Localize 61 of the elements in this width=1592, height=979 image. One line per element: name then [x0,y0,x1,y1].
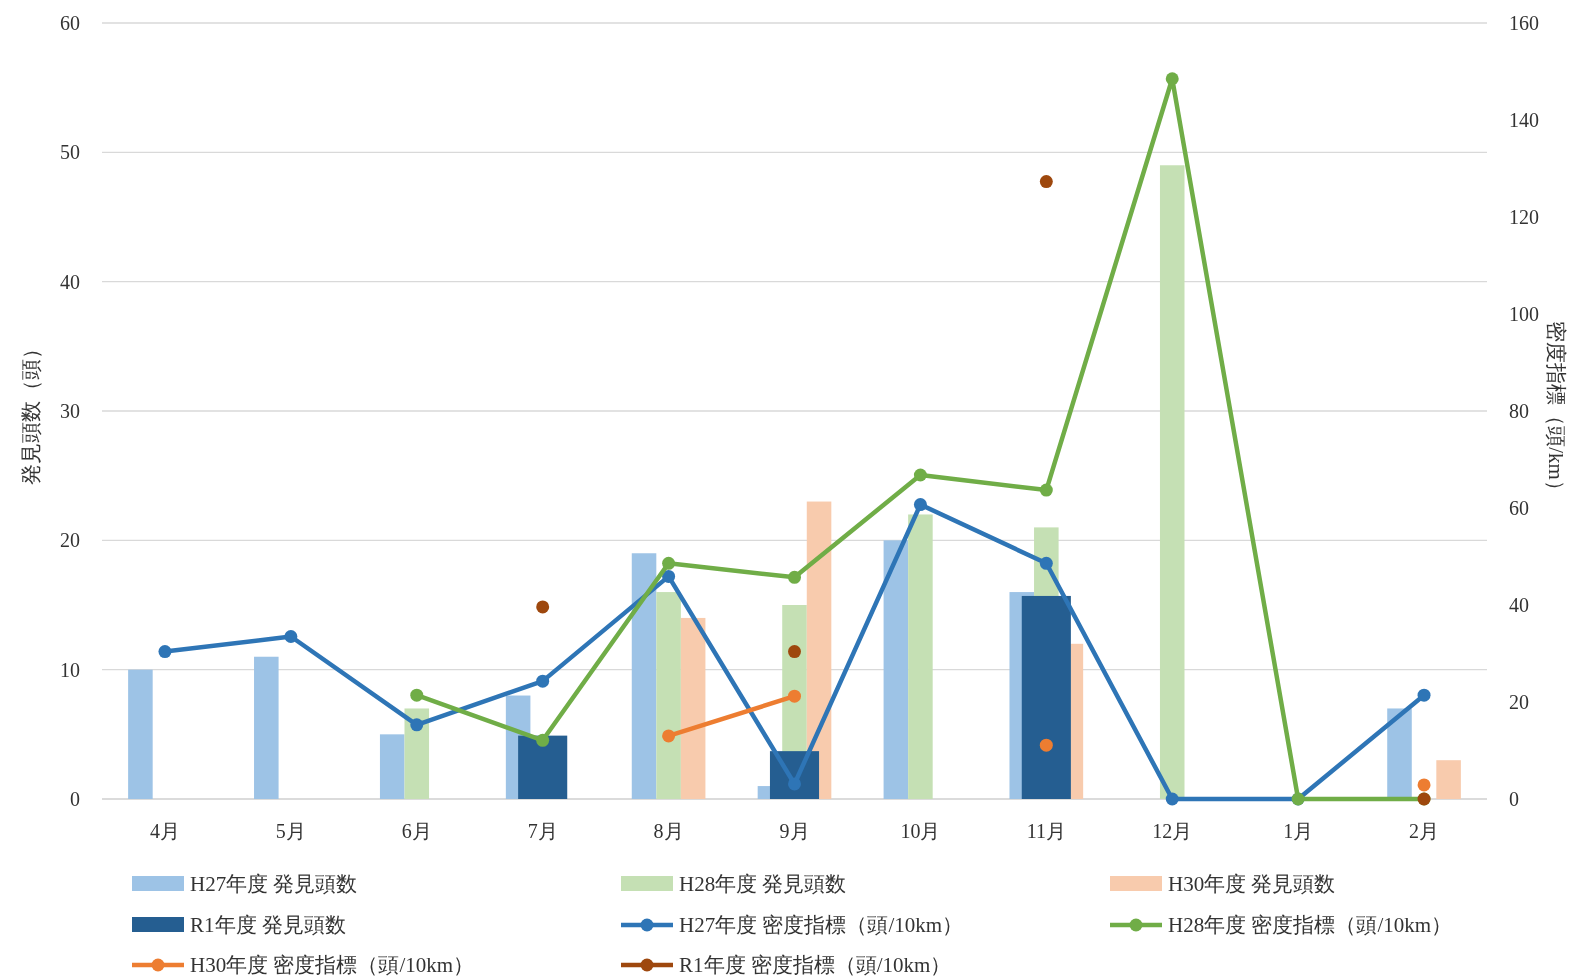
legend-label: H27年度 発見頭数 [190,872,358,896]
point [1039,175,1053,189]
point [1417,688,1431,702]
y2-tick-label: 40 [1509,594,1529,616]
x-tick-label: 11月 [1026,820,1066,842]
x-tick-label: 1月 [1283,820,1314,842]
point [788,570,801,584]
x-tick-label: 10月 [900,820,941,842]
point [284,630,298,644]
legend-label: H28年度 密度指標（頭/10km） [1168,913,1453,937]
point [1165,72,1179,86]
point [788,645,801,659]
point [1165,792,1179,806]
legend-label: R1年度 発見頭数 [190,913,346,937]
point [662,556,676,570]
x-tick-label: 7月 [527,820,558,842]
y2-tick-label: 160 [1509,12,1539,34]
y2-tick-label: 140 [1509,109,1539,131]
x-tick-label: 9月 [779,820,810,842]
x-tick-label: 5月 [275,820,306,842]
x-tick-label: 12月 [1152,820,1193,842]
point [536,600,550,614]
x-tick-label: 2月 [1409,820,1440,842]
y-tick-label: 30 [60,400,80,422]
y2-tick-label: 100 [1509,303,1539,325]
point [410,718,424,732]
point [1417,778,1431,792]
point [1039,483,1053,497]
y2-tick-label: 20 [1509,691,1529,713]
y-tick-label: 10 [60,658,80,681]
point [788,689,801,703]
point [662,729,676,743]
point [913,498,927,512]
y2-tick-label: 80 [1509,400,1529,422]
legend-label: H28年度 発見頭数 [679,872,847,896]
point [1039,738,1053,752]
y-axis-title: 発見頭数（頭） [19,337,43,485]
y-tick-label: 40 [60,270,80,293]
x-tick-label: 4月 [149,820,180,842]
legend-label: H27年度 密度指標（頭/10km） [679,913,964,937]
y-tick-label: 0 [70,788,80,810]
y2-tick-label: 60 [1509,497,1529,519]
y2-axis-title: 密度指標（頭/km） [1544,321,1568,501]
point [662,569,676,583]
y-tick-label: 20 [60,529,80,552]
x-tick-label: 6月 [401,820,432,842]
y2-tick-label: 0 [1509,788,1519,810]
y-tick-label: 60 [60,12,80,34]
point [536,674,550,688]
y-tick-label: 50 [60,141,80,164]
point [1039,556,1053,570]
point [913,468,927,482]
point [158,645,172,659]
legend-label: R1年度 密度指標（頭/10km） [679,953,952,977]
y2-tick-label: 120 [1509,206,1539,228]
legend-label: H30年度 発見頭数 [1168,872,1336,896]
point [410,688,424,702]
x-tick-label: 8月 [653,820,684,842]
point [788,777,801,791]
legend-label: H30年度 密度指標（頭/10km） [190,953,475,977]
point [536,733,550,747]
